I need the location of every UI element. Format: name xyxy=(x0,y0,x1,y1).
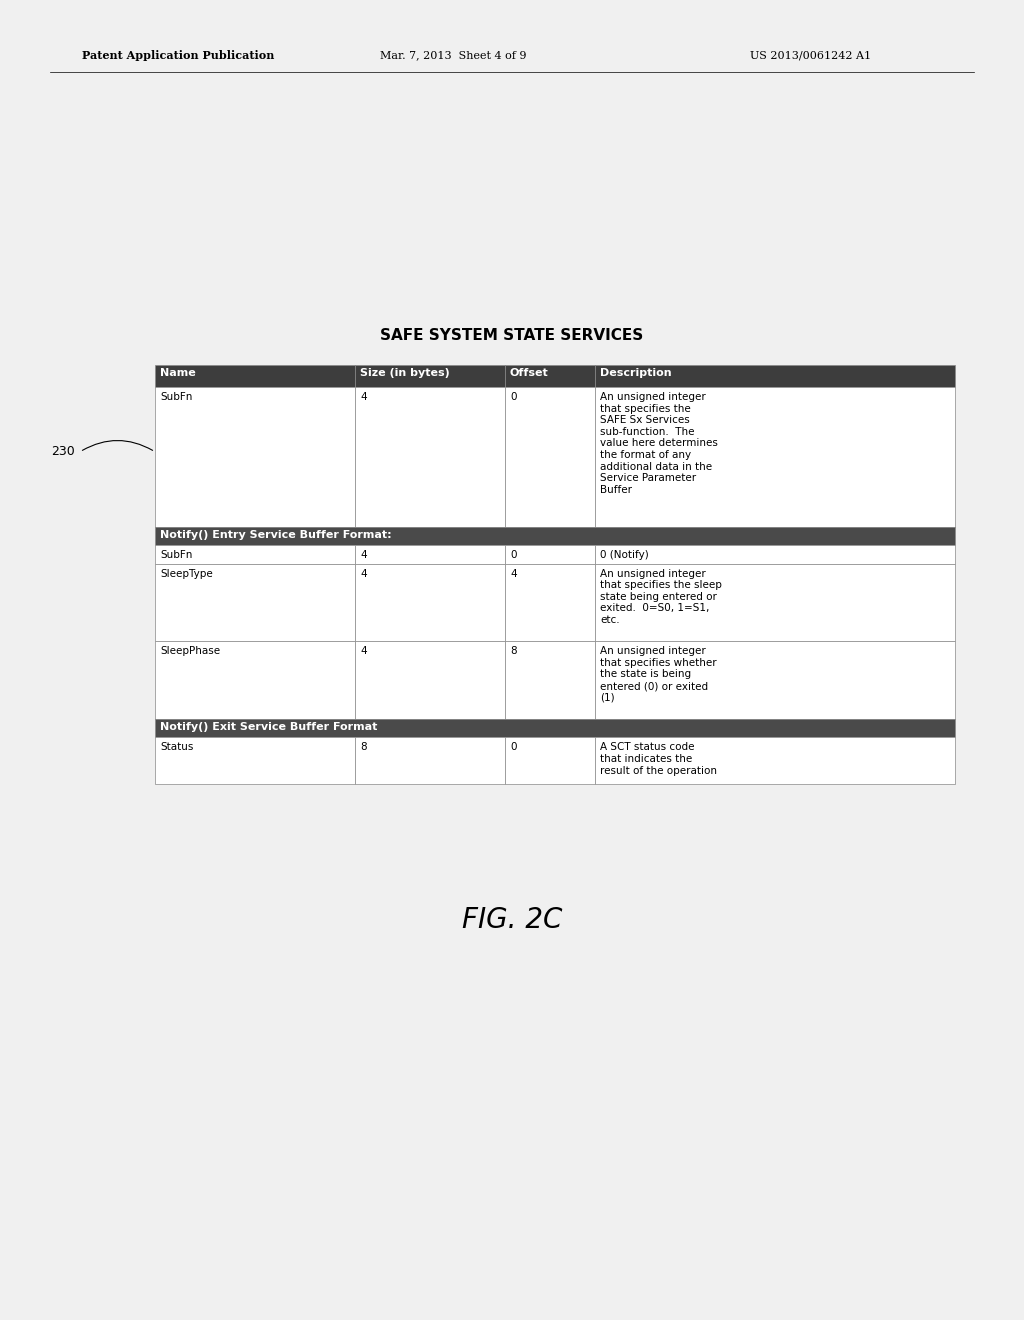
Text: FIG. 2C: FIG. 2C xyxy=(462,906,562,935)
Bar xyxy=(595,545,955,564)
Bar xyxy=(505,387,595,527)
Text: Status: Status xyxy=(160,742,194,752)
Text: 4: 4 xyxy=(360,569,367,578)
Bar xyxy=(155,527,955,545)
Bar xyxy=(505,545,595,564)
Text: 0: 0 xyxy=(510,392,516,403)
Text: Offset: Offset xyxy=(510,368,549,378)
Bar xyxy=(155,718,955,738)
Text: An unsigned integer
that specifies the sleep
state being entered or
exited.  0=S: An unsigned integer that specifies the s… xyxy=(600,569,722,626)
Bar xyxy=(505,642,595,718)
Text: 230: 230 xyxy=(51,445,75,458)
Bar xyxy=(505,738,595,784)
Text: 4: 4 xyxy=(510,569,517,578)
Bar xyxy=(595,738,955,784)
Text: 0: 0 xyxy=(510,742,516,752)
Text: 8: 8 xyxy=(360,742,367,752)
Text: 0 (Notify): 0 (Notify) xyxy=(600,550,649,560)
Bar xyxy=(505,564,595,642)
Text: SAFE SYSTEM STATE SERVICES: SAFE SYSTEM STATE SERVICES xyxy=(380,327,644,342)
Text: Patent Application Publication: Patent Application Publication xyxy=(82,50,274,61)
Bar xyxy=(155,564,355,642)
Text: 8: 8 xyxy=(510,647,517,656)
Bar xyxy=(355,387,505,527)
Bar xyxy=(355,738,505,784)
Text: 4: 4 xyxy=(360,392,367,403)
Text: Notify() Entry Service Buffer Format:: Notify() Entry Service Buffer Format: xyxy=(160,531,391,540)
Text: 0: 0 xyxy=(510,550,516,560)
Bar xyxy=(355,366,505,387)
Text: SleepType: SleepType xyxy=(160,569,213,578)
Bar xyxy=(155,366,355,387)
Text: SubFn: SubFn xyxy=(160,392,193,403)
Bar xyxy=(595,366,955,387)
Text: Description: Description xyxy=(600,368,672,378)
Bar xyxy=(595,642,955,718)
Bar xyxy=(355,564,505,642)
Bar xyxy=(155,387,355,527)
Text: Mar. 7, 2013  Sheet 4 of 9: Mar. 7, 2013 Sheet 4 of 9 xyxy=(380,50,526,59)
Text: Size (in bytes): Size (in bytes) xyxy=(360,368,450,378)
Bar xyxy=(355,545,505,564)
Bar xyxy=(155,545,355,564)
Text: 4: 4 xyxy=(360,550,367,560)
Bar xyxy=(355,642,505,718)
Bar xyxy=(505,366,595,387)
Text: Name: Name xyxy=(160,368,196,378)
Bar xyxy=(155,642,355,718)
Bar xyxy=(595,387,955,527)
Text: 4: 4 xyxy=(360,647,367,656)
Text: Notify() Exit Service Buffer Format: Notify() Exit Service Buffer Format xyxy=(160,722,378,733)
Text: SleepPhase: SleepPhase xyxy=(160,647,220,656)
Bar xyxy=(595,564,955,642)
Bar xyxy=(155,738,355,784)
Text: A SCT status code
that indicates the
result of the operation: A SCT status code that indicates the res… xyxy=(600,742,717,776)
Text: An unsigned integer
that specifies the
SAFE Sx Services
sub-function.  The
value: An unsigned integer that specifies the S… xyxy=(600,392,718,495)
Text: SubFn: SubFn xyxy=(160,550,193,560)
Text: An unsigned integer
that specifies whether
the state is being
entered (0) or exi: An unsigned integer that specifies wheth… xyxy=(600,647,717,702)
Text: US 2013/0061242 A1: US 2013/0061242 A1 xyxy=(750,50,871,59)
